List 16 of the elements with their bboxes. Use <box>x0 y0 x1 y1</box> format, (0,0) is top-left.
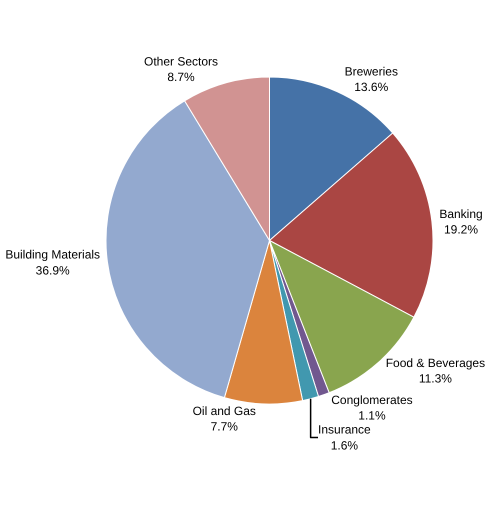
data-label: 8.7% <box>167 70 195 84</box>
data-label: 19.2% <box>444 222 478 236</box>
data-label: 1.1% <box>358 408 386 423</box>
slice-label: Oil and Gas <box>192 404 256 418</box>
slice-label: Food & Beverages <box>386 356 486 370</box>
slice-label: Conglomerates <box>331 393 413 408</box>
data-label: 36.9% <box>36 263 70 278</box>
data-label: 1.6% <box>330 438 358 452</box>
slice-label: Insurance <box>318 422 372 437</box>
data-label: 7.7% <box>210 419 238 434</box>
slice-label: Breweries <box>344 64 398 79</box>
data-label: 13.6% <box>354 80 389 94</box>
data-label: 11.3% <box>418 372 452 386</box>
slice-label: Banking <box>439 206 483 221</box>
slice-label: Building Materials <box>5 248 100 262</box>
slice-label: Other Sectors <box>144 54 218 69</box>
